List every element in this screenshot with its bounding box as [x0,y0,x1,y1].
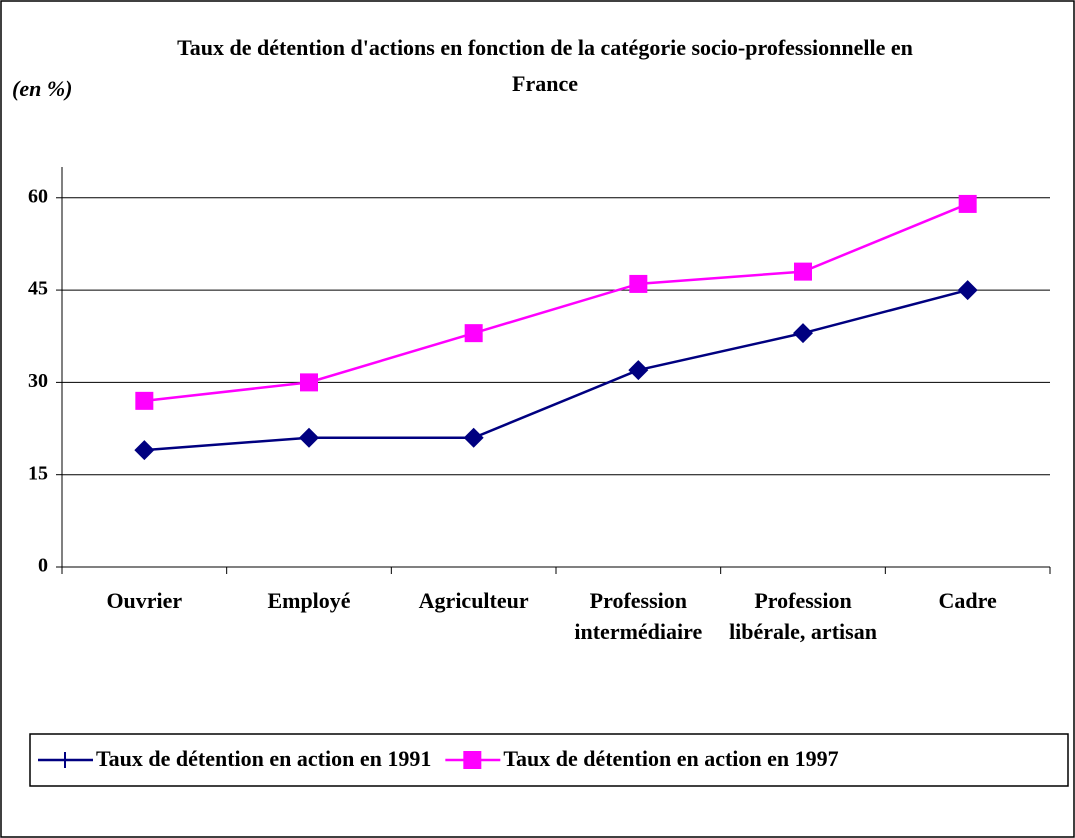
y-axis-label: (en %) [12,76,73,101]
data-point [464,324,483,343]
series-line [144,202,969,403]
data-point [957,280,978,301]
chart-title: Taux de détention d'actions en fonction … [177,35,913,96]
y-tick-label: 60 [28,185,48,207]
data-point [299,427,319,448]
data-point [300,373,318,392]
data-point [958,194,977,213]
x-tick-label: Profession intermédiaire [574,588,703,644]
data-point [134,440,155,461]
x-tick-label: Employé [267,588,351,613]
data-point [793,323,813,344]
x-tick-label: Cadre [938,588,997,613]
y-tick-label: 30 [28,370,48,392]
y-tick-label: 45 [28,278,48,300]
data-point [135,391,154,410]
data-point [629,274,648,293]
data-point [794,262,812,281]
legend-box [29,733,1069,787]
legend-label: Taux de détention en action en 1991 [96,746,431,771]
legend-label: Taux de détention en action en 1997 [503,746,838,771]
data-point [463,427,484,448]
y-tick-label: 0 [38,555,48,577]
x-tick-label: Profession libérale, artisan [729,588,877,644]
x-tick-label: Agriculteur [418,588,529,613]
x-tick-label: Ouvrier [106,588,183,613]
data-point [628,360,649,381]
series-line [144,288,968,452]
legend-marker [463,751,482,769]
y-tick-label: 15 [28,462,48,484]
